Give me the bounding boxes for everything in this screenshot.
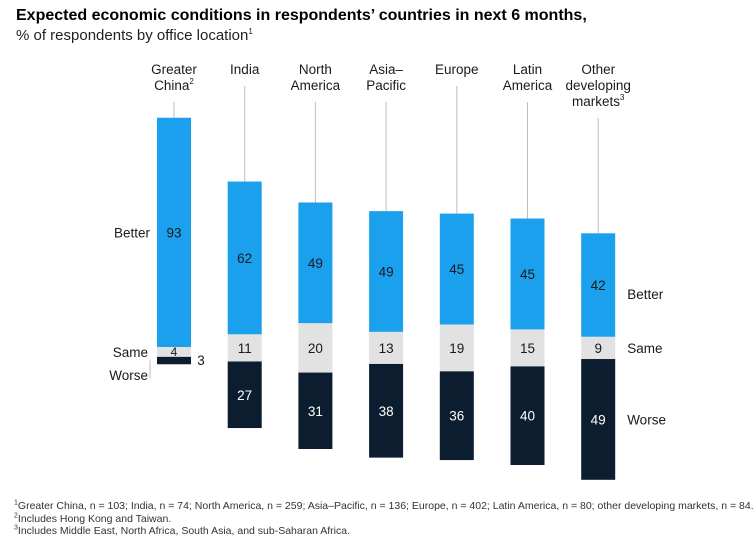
- footnotes: 1Greater China, n = 103; India, n = 74; …: [14, 500, 754, 538]
- value-label-same-1: 11: [238, 341, 252, 356]
- value-label-worse-3: 38: [379, 404, 394, 419]
- chart-title: Expected economic conditions in responde…: [16, 7, 587, 24]
- category-label-6-line-1: developing: [566, 78, 631, 93]
- footnote-3-text: Includes Middle East, North Africa, Sout…: [17, 525, 351, 537]
- bar-better-1: [227, 181, 262, 335]
- bar-worse-1: [227, 361, 262, 429]
- value-label-same-5: 15: [520, 341, 535, 356]
- bar-worse-5: [510, 366, 545, 466]
- bar-worse-6: [581, 359, 616, 480]
- bar-better-2: [298, 202, 333, 324]
- value-label-better-0: 93: [166, 225, 181, 240]
- value-label-better-4: 45: [449, 262, 464, 277]
- bar-worse-0: [157, 356, 191, 365]
- category-label-2-line-1: America: [291, 78, 341, 93]
- footnote-1: 1Greater China, n = 103; India, n = 74; …: [14, 500, 754, 513]
- subtitle-text: % of respondents by office location: [16, 27, 249, 44]
- category-label-6-line-2: markets3: [572, 93, 625, 109]
- legend-worse-right: Worse: [627, 412, 666, 427]
- bar-better-4: [439, 213, 474, 325]
- legend-same-right: Same: [627, 341, 662, 356]
- category-label-0-line-0: Greater: [151, 62, 197, 77]
- bar-same-6: [581, 336, 616, 360]
- value-label-better-6: 42: [591, 278, 606, 293]
- bar-better-6: [581, 233, 616, 337]
- value-label-worse-0: 3: [197, 353, 205, 368]
- value-label-worse-1: 27: [237, 388, 252, 403]
- bar-same-5: [510, 329, 545, 367]
- bar-same-1: [227, 334, 262, 362]
- legend-worse-left: Worse: [109, 368, 148, 383]
- value-label-better-5: 45: [520, 267, 535, 282]
- value-label-same-4: 19: [449, 341, 464, 356]
- value-label-better-1: 62: [237, 251, 252, 266]
- bar-same-0: [157, 347, 191, 357]
- legend-better-left: Better: [114, 225, 151, 240]
- value-label-worse-2: 31: [308, 404, 323, 419]
- value-label-better-2: 49: [308, 256, 323, 271]
- value-label-worse-6: 49: [591, 412, 606, 427]
- footnote-2-text: Includes Hong Kong and Taiwan.: [17, 512, 172, 525]
- bar-same-2: [298, 323, 333, 373]
- footnote-1-text: Greater China, n = 103; India, n = 74; N…: [17, 500, 754, 512]
- category-label-3-line-0: Asia–: [369, 62, 403, 77]
- legend-better-right: Better: [627, 287, 664, 302]
- bar-better-0: [157, 117, 191, 347]
- footnote-3: 3Includes Middle East, North Africa, Sou…: [14, 525, 754, 538]
- value-label-same-6: 9: [594, 341, 602, 356]
- category-label-1-line-0: India: [230, 62, 260, 77]
- footnote-2-mark: 2: [14, 512, 18, 519]
- chart-subtitle: % of respondents by office location1: [16, 27, 253, 44]
- legend-same-left: Same: [113, 345, 148, 360]
- value-label-better-3: 49: [379, 265, 394, 280]
- category-label-5-line-1: America: [503, 78, 553, 93]
- value-label-worse-4: 36: [449, 409, 464, 424]
- bar-worse-4: [439, 371, 474, 461]
- bar-better-3: [369, 211, 404, 332]
- bar-same-3: [369, 331, 404, 364]
- category-label-3-line-1: Pacific: [366, 78, 406, 93]
- value-label-same-0: 4: [171, 345, 178, 359]
- footnote-2: 2Includes Hong Kong and Taiwan.: [14, 512, 754, 526]
- category-label-4-line-0: Europe: [435, 62, 479, 77]
- value-label-worse-5: 40: [520, 409, 535, 424]
- category-label-2-line-0: North: [299, 62, 332, 77]
- footnote-1-mark: 1: [14, 499, 18, 507]
- bar-worse-3: [369, 363, 404, 458]
- category-label-5-line-0: Latin: [513, 62, 542, 77]
- category-label-0-line-1: China2: [154, 77, 194, 93]
- bar-same-4: [439, 324, 474, 372]
- category-label-6-line-0: Other: [581, 62, 615, 77]
- value-label-same-2: 20: [308, 341, 323, 356]
- bar-worse-2: [298, 372, 333, 449]
- value-label-same-3: 13: [379, 341, 394, 356]
- footnote-3-mark: 3: [14, 524, 18, 532]
- bar-better-5: [510, 218, 545, 330]
- stacked-bar-chart: 93 4 3 62 11 27 49 20 31 49 13 38 45 19 36 45 15 40 42 9 49 G…: [109, 62, 666, 480]
- subtitle-footnote-mark: 1: [248, 27, 253, 36]
